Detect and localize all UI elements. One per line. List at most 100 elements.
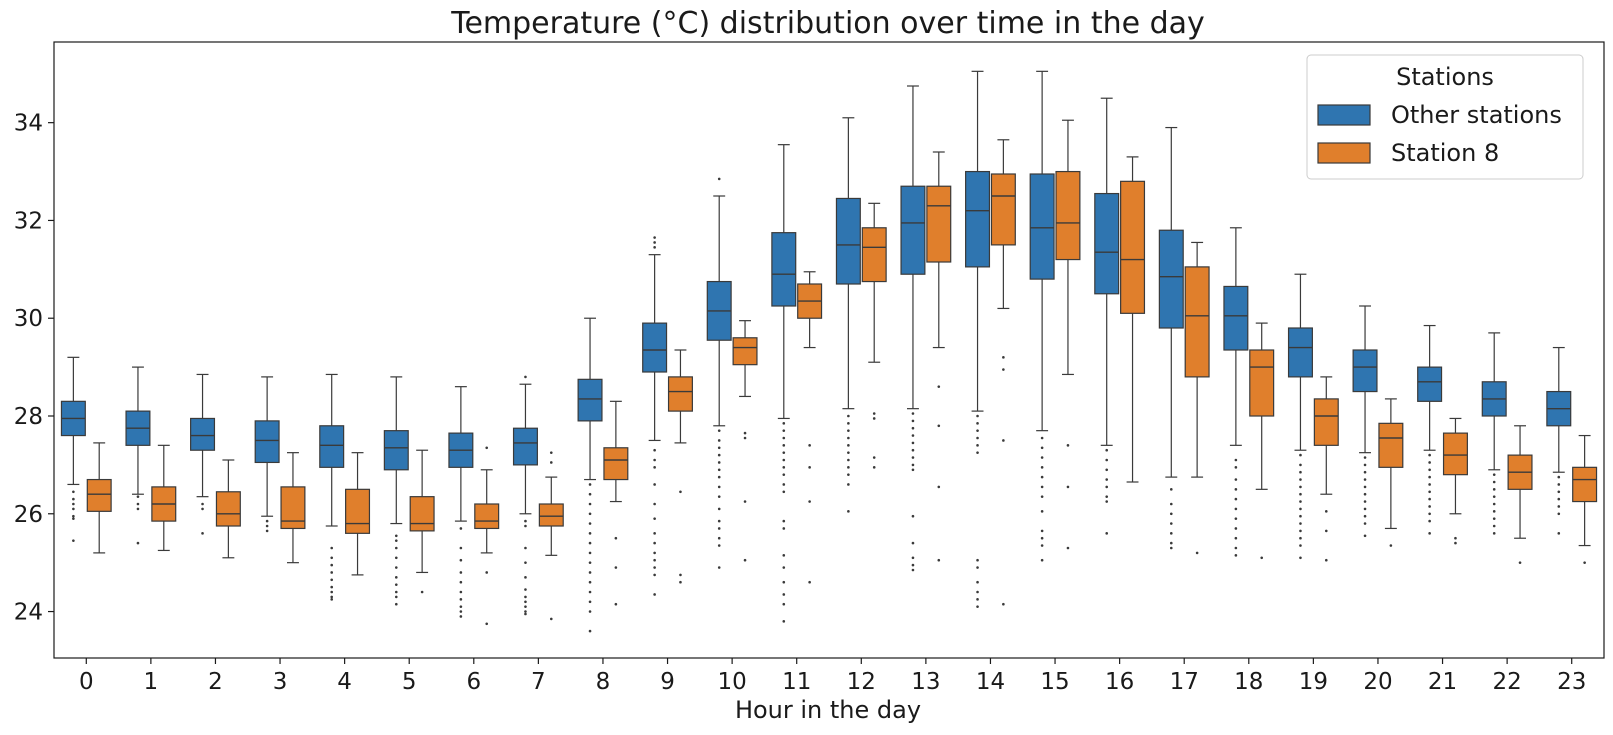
outlier-point [1299, 556, 1302, 560]
outlier-point [588, 551, 592, 555]
box-station-8-hour-3 [280, 452, 306, 564]
outlier-point [330, 571, 334, 574]
outlier-point [394, 546, 398, 550]
outlier-point [653, 241, 656, 244]
legend-label: Station 8 [1391, 139, 1499, 167]
outlier-point [743, 436, 747, 440]
box-station-8-hour-17 [1184, 241, 1210, 555]
outlier-point [911, 456, 915, 459]
outlier-point [782, 580, 786, 584]
outlier-point [937, 385, 941, 388]
box-other-stations-hour-4 [319, 373, 345, 601]
box-other-stations-hour-21 [1417, 324, 1443, 535]
iqr-box [926, 185, 952, 263]
box-other-stations-hour-11 [771, 144, 797, 623]
outlier-point [524, 605, 527, 608]
outlier-point [330, 546, 334, 550]
outlier-point [459, 590, 463, 594]
outlier-point [1234, 517, 1238, 520]
box-station-8-hour-14 [990, 139, 1016, 606]
outlier-point [459, 571, 463, 574]
outlier-point [1363, 514, 1367, 518]
outlier-point [717, 519, 721, 523]
outlier-point [1324, 510, 1328, 513]
outlier-point [1040, 485, 1044, 489]
outlier-point [1428, 532, 1431, 535]
outlier-point [1428, 461, 1431, 464]
iqr-box [900, 185, 926, 275]
y-tick-label: 24 [14, 600, 43, 626]
outlier-point [1428, 497, 1431, 501]
outlier-point [330, 556, 334, 560]
x-tick-label: 12 [847, 669, 876, 695]
outlier-point [588, 629, 592, 633]
outlier-point [588, 610, 592, 613]
outlier-point [1363, 463, 1367, 467]
outlier-point [524, 610, 527, 613]
iqr-box [1313, 398, 1339, 446]
iqr-box [345, 488, 371, 534]
outlier-point [459, 558, 463, 562]
box-other-stations-hour-18 [1223, 227, 1249, 557]
x-tick-label: 16 [1105, 669, 1134, 695]
outlier-point [976, 566, 979, 569]
x-tick-label: 5 [402, 669, 417, 695]
x-tick-label: 8 [596, 669, 611, 695]
outlier-point [1299, 485, 1302, 489]
box-other-stations-hour-2 [190, 373, 216, 535]
outlier-point [459, 610, 463, 613]
outlier-point [717, 536, 721, 540]
outlier-point [653, 483, 656, 486]
iqr-box [1184, 266, 1210, 378]
outlier-point [653, 593, 656, 596]
outlier-point [1234, 536, 1238, 540]
iqr-box [1378, 422, 1404, 468]
outlier-point [1454, 536, 1457, 540]
outlier-point [459, 615, 463, 618]
outlier-point [1324, 558, 1328, 562]
box-station-8-hour-2 [215, 459, 241, 559]
outlier-point [679, 580, 682, 584]
y-tick-label: 30 [14, 306, 43, 332]
outlier-point [524, 519, 527, 523]
outlier-point [265, 529, 269, 533]
outlier-point [782, 566, 786, 569]
outlier-point [588, 522, 592, 525]
iqr-box [1287, 327, 1313, 378]
outlier-point [1299, 470, 1302, 474]
outlier-point [1234, 478, 1238, 481]
box-station-8-hour-7 [538, 451, 564, 621]
outlier-point [459, 546, 463, 550]
outlier-point [330, 563, 334, 567]
outlier-point [782, 554, 786, 557]
outlier-point [937, 424, 941, 428]
outlier-point [72, 517, 75, 520]
chart-title: Temperature (°C) distribution over time … [450, 6, 1205, 41]
outlier-point [1299, 514, 1302, 518]
outlier-point [72, 514, 75, 518]
box-station-8-hour-23 [1572, 434, 1598, 564]
outlier-point [911, 426, 915, 430]
x-tick-label: 7 [531, 669, 546, 695]
outlier-point [743, 431, 747, 435]
outlier-point [782, 436, 786, 440]
legend-swatch [1317, 104, 1371, 126]
outlier-point [782, 429, 786, 432]
outlier-point [549, 617, 553, 621]
outlier-point [524, 576, 527, 579]
outlier-point [782, 490, 786, 494]
outlier-point [653, 573, 656, 577]
outlier-point [588, 571, 592, 574]
outlier-point [782, 451, 786, 454]
outlier-point [1169, 532, 1173, 535]
iqr-box [1223, 285, 1249, 351]
outlier-point [524, 612, 527, 616]
outlier-point [872, 456, 876, 459]
y-tick-label: 34 [14, 111, 43, 137]
iqr-box [1055, 170, 1081, 261]
outlier-point [394, 576, 398, 579]
outlier-point [201, 507, 204, 511]
outlier-point [72, 490, 75, 494]
outlier-point [1234, 497, 1238, 501]
outlier-point [1040, 495, 1044, 498]
